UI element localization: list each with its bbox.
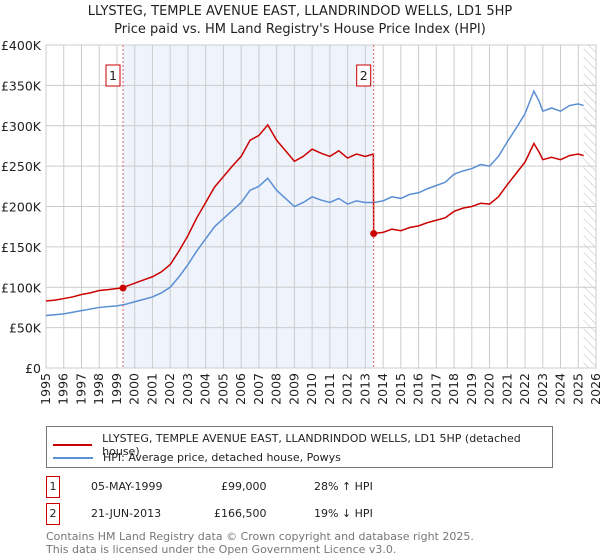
sale-marker-box — [105, 64, 121, 87]
x-tick-label: 2006 — [233, 373, 248, 405]
sale-date: 21-JUN-2013 — [91, 507, 162, 520]
y-tick-label: £200K — [1, 200, 42, 215]
x-tick-label: 2003 — [180, 373, 195, 405]
x-tick-label: 2025 — [570, 373, 585, 405]
x-tick-label: 2000 — [127, 373, 142, 405]
y-tick-label: £50K — [9, 321, 42, 336]
x-tick-label: 2018 — [446, 373, 461, 405]
x-tick-label: 2008 — [269, 373, 284, 405]
sale-marker-label: 2 — [360, 68, 368, 83]
y-tick-label: £100K — [1, 280, 42, 295]
sale-number: 2 — [46, 503, 60, 525]
x-tick-label: 1998 — [91, 373, 106, 405]
legend: LLYSTEG, TEMPLE AVENUE EAST, LLANDRINDOD… — [46, 426, 553, 468]
footer-licence: This data is licensed under the Open Gov… — [46, 543, 397, 556]
x-tick-label: 2007 — [251, 373, 266, 405]
x-tick-label: 2010 — [304, 373, 319, 405]
legend-blue-label: HPI: Average price, detached house, Powy… — [103, 451, 341, 464]
sale-marker-label: 1 — [109, 68, 117, 83]
x-tick-label: 2016 — [411, 373, 426, 405]
hpi-line — [45, 89, 584, 317]
footer: Contains HM Land Registry data © Crown c… — [46, 530, 474, 556]
legend-red-label: LLYSTEG, TEMPLE AVENUE EAST, LLANDRINDOD… — [102, 432, 521, 458]
sale-hpi: 19% ↓ HPI — [314, 507, 373, 520]
sale-point — [370, 230, 378, 238]
x-tick-label: 2009 — [286, 373, 301, 405]
x-tick-label: 2015 — [393, 373, 408, 405]
x-tick-label: 2021 — [499, 373, 514, 405]
y-tick-label: £250K — [1, 159, 42, 174]
y-tick-label: £350K — [1, 78, 42, 93]
chart-subtitle: Price paid vs. HM Land Registry's House … — [114, 22, 486, 37]
legend-red-swatch — [53, 444, 93, 446]
y-tick-label: £400K — [1, 38, 42, 53]
x-tick-label: 2017 — [428, 373, 443, 405]
x-tick-label: 1995 — [38, 373, 53, 405]
price-paid-line — [45, 123, 584, 302]
sale-hpi: 28% ↑ HPI — [314, 480, 373, 493]
x-tick-label: 2022 — [517, 373, 532, 405]
y-tick-label: £150K — [1, 240, 42, 255]
x-tick-label: 2014 — [375, 373, 390, 405]
x-tick-label: 1999 — [109, 373, 124, 405]
x-tick-label: 2001 — [144, 373, 159, 405]
x-tick-label: 2013 — [357, 373, 372, 405]
x-tick-label: 2020 — [482, 373, 497, 405]
x-tick-label: 2005 — [215, 373, 230, 405]
chart-title: LLYSTEG, TEMPLE AVENUE EAST, LLANDRINDOD… — [87, 4, 513, 19]
y-tick-label: £300K — [1, 119, 42, 134]
x-tick-label: 2002 — [162, 373, 177, 405]
sale-number: 1 — [46, 476, 60, 498]
legend-blue-swatch — [53, 456, 93, 459]
x-tick-label: 2012 — [340, 373, 355, 405]
x-tick-label: 2023 — [535, 373, 550, 405]
sale-date: 05-MAY-1999 — [91, 480, 163, 493]
x-tick-label: 2024 — [553, 373, 568, 405]
x-tick-label: 2004 — [198, 373, 213, 405]
x-tick-label: 2026 — [588, 373, 600, 405]
y-tick-label: £0 — [25, 361, 41, 376]
sale-price: £99,000 — [221, 480, 267, 493]
x-tick-label: 1996 — [56, 373, 71, 405]
x-tick-label: 2011 — [322, 373, 337, 405]
footer-copyright: Contains HM Land Registry data © Crown c… — [46, 530, 474, 543]
sale-marker-box — [356, 64, 372, 87]
sale-price: £166,500 — [214, 507, 267, 520]
plot-frame — [45, 44, 597, 369]
x-tick-label: 1997 — [73, 373, 88, 405]
sale-point — [119, 284, 127, 292]
x-tick-label: 2019 — [464, 373, 479, 405]
